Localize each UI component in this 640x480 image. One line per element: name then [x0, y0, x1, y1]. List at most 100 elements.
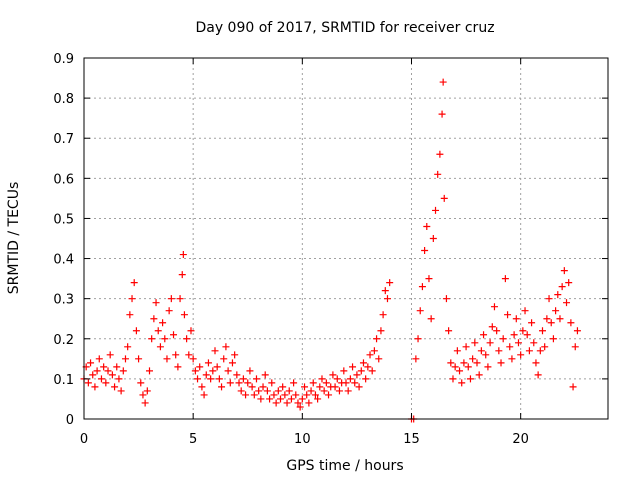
- data-point-marker: [161, 335, 169, 343]
- tick-labels: 0 0.1 0.2 0.3 0.4 0.5 0.6 0.7 0.8 0.9 0 5 10 15 20: [53, 52, 529, 447]
- data-point-marker: [259, 383, 267, 391]
- data-point-marker: [480, 331, 488, 339]
- data-point-marker: [554, 291, 562, 299]
- data-point-marker: [152, 299, 160, 307]
- data-point-marker: [453, 347, 461, 355]
- data-point-marker: [224, 367, 232, 375]
- data-point-marker: [246, 367, 254, 375]
- x-tick-label: 5: [189, 432, 197, 447]
- data-point-marker: [359, 359, 367, 367]
- y-tick-label: 0.9: [53, 52, 74, 67]
- x-tick-label: 10: [294, 432, 311, 447]
- data-point-marker: [493, 327, 501, 335]
- data-point-marker: [495, 347, 503, 355]
- data-point-marker: [156, 343, 164, 351]
- data-point-marker: [235, 379, 243, 387]
- data-point-marker: [445, 327, 453, 335]
- data-point-marker: [139, 391, 147, 399]
- data-point-marker: [100, 363, 108, 371]
- data-point-marker: [316, 383, 324, 391]
- data-point-marker: [106, 351, 114, 359]
- data-point-marker: [141, 399, 149, 407]
- data-point-marker: [231, 351, 239, 359]
- data-point-marker: [499, 335, 507, 343]
- data-point-marker: [490, 303, 498, 311]
- data-point-marker: [532, 359, 540, 367]
- data-point-marker: [451, 363, 459, 371]
- data-point-marker: [449, 375, 457, 383]
- data-point-marker: [257, 395, 265, 403]
- data-point-marker: [349, 363, 357, 371]
- y-tick-label: 0.8: [53, 92, 74, 107]
- data-point-marker: [569, 383, 577, 391]
- data-point-marker: [237, 387, 245, 395]
- data-point-marker: [421, 247, 429, 255]
- x-tick-label: 15: [403, 432, 420, 447]
- data-point-marker: [121, 355, 129, 363]
- data-point-marker: [342, 379, 350, 387]
- data-point-marker: [556, 315, 564, 323]
- data-point-marker: [272, 399, 280, 407]
- data-point-marker: [244, 379, 252, 387]
- data-point-marker: [438, 110, 446, 118]
- data-point-marker: [176, 295, 184, 303]
- data-point-marker: [143, 387, 151, 395]
- data-point-marker: [573, 327, 581, 335]
- data-point-marker: [307, 387, 315, 395]
- data-point-marker: [534, 371, 542, 379]
- y-tick-label: 0.2: [53, 333, 74, 348]
- data-point-marker: [113, 363, 121, 371]
- data-point-marker: [261, 371, 269, 379]
- data-point-marker: [464, 363, 472, 371]
- data-point-marker: [248, 383, 256, 391]
- chart-title: Day 090 of 2017, SRMTID for receiver cru…: [195, 20, 494, 36]
- data-point-marker: [427, 315, 435, 323]
- data-point-marker: [484, 363, 492, 371]
- data-point-marker: [211, 347, 219, 355]
- data-point-marker: [87, 359, 95, 367]
- data-point-marker: [440, 194, 448, 202]
- data-point-marker: [111, 383, 119, 391]
- grid-lines: [84, 58, 608, 419]
- y-tick-label: 0.4: [53, 253, 74, 268]
- data-point-marker: [294, 399, 302, 407]
- data-point-marker: [447, 359, 455, 367]
- data-point-marker: [373, 335, 381, 343]
- data-point-marker: [335, 387, 343, 395]
- data-point-marker: [432, 206, 440, 214]
- data-point-marker: [552, 307, 560, 315]
- data-point-marker: [91, 383, 99, 391]
- data-point-marker: [115, 375, 123, 383]
- data-point-marker: [377, 327, 385, 335]
- data-point-marker: [222, 343, 230, 351]
- data-point-marker: [135, 355, 143, 363]
- data-point-marker: [560, 267, 568, 275]
- data-point-marker: [475, 371, 483, 379]
- y-tick-label: 0.7: [53, 132, 74, 147]
- data-point-marker: [165, 307, 173, 315]
- data-point-marker: [545, 295, 553, 303]
- data-point-marker: [543, 315, 551, 323]
- data-point-marker: [329, 371, 337, 379]
- data-point-marker: [355, 383, 363, 391]
- data-point-marker: [132, 327, 140, 335]
- data-point-marker: [521, 307, 529, 315]
- data-point-marker: [154, 327, 162, 335]
- data-point-marker: [196, 363, 204, 371]
- data-point-marker: [351, 379, 359, 387]
- data-point-marker: [320, 387, 328, 395]
- data-point-marker: [362, 375, 370, 383]
- data-point-marker: [418, 283, 426, 291]
- data-point-marker: [89, 371, 97, 379]
- data-point-marker: [504, 311, 512, 319]
- data-point-marker: [473, 359, 481, 367]
- data-point-marker: [170, 331, 178, 339]
- data-point-marker: [146, 367, 153, 375]
- data-point-marker: [180, 311, 188, 319]
- data-point-marker: [547, 319, 555, 327]
- data-point-marker: [172, 351, 180, 359]
- data-point-marker: [209, 367, 217, 375]
- data-point-marker: [128, 295, 136, 303]
- data-point-marker: [340, 367, 348, 375]
- data-point-marker: [477, 347, 485, 355]
